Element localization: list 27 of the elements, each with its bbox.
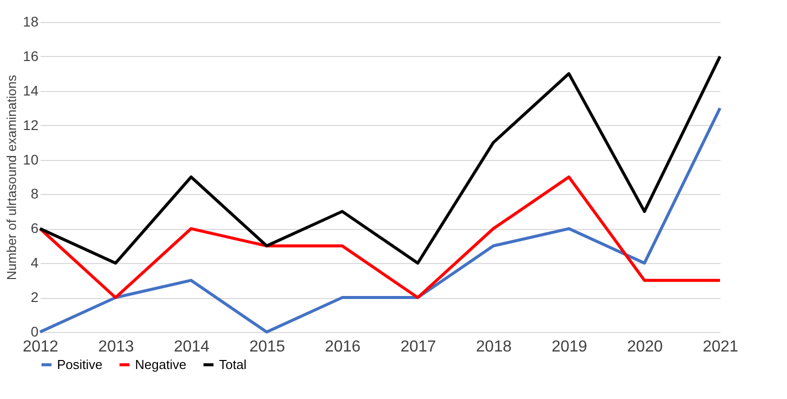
- x-tick-label: 2016: [324, 338, 361, 356]
- x-tick-label: 2014: [174, 338, 210, 356]
- y-tick-label: 0: [30, 324, 39, 340]
- legend-label: Negative: [135, 356, 186, 372]
- y-axis-title: Number of ulrtasound examinations: [4, 74, 19, 280]
- y-tick-label: 2: [30, 289, 39, 306]
- y-tick-label: 14: [22, 82, 39, 98]
- y-tick-label: 18: [22, 14, 39, 30]
- line-series: [38, 54, 722, 265]
- x-tick-label: 2017: [400, 338, 436, 356]
- line-series: [38, 106, 722, 334]
- x-tick-label: 2018: [476, 338, 512, 356]
- x-tick-label: 2020: [627, 338, 663, 356]
- y-tick-label: 16: [22, 48, 39, 64]
- legend-label: Total: [219, 356, 247, 372]
- x-tick-label: 2015: [249, 338, 286, 356]
- x-tick-label: 2012: [22, 338, 58, 356]
- y-tick-label: 8: [30, 186, 39, 202]
- line-series: [38, 176, 722, 300]
- y-tick-label: 10: [22, 151, 39, 168]
- y-tick-label: 12: [22, 116, 39, 133]
- x-tick-label: 2019: [552, 338, 588, 356]
- x-tick-label: 2013: [98, 338, 134, 356]
- y-tick-label: 6: [30, 220, 39, 236]
- legend-label: Positive: [57, 356, 103, 372]
- x-tick-label: 2021: [702, 338, 738, 356]
- y-tick-label: 4: [30, 254, 39, 271]
